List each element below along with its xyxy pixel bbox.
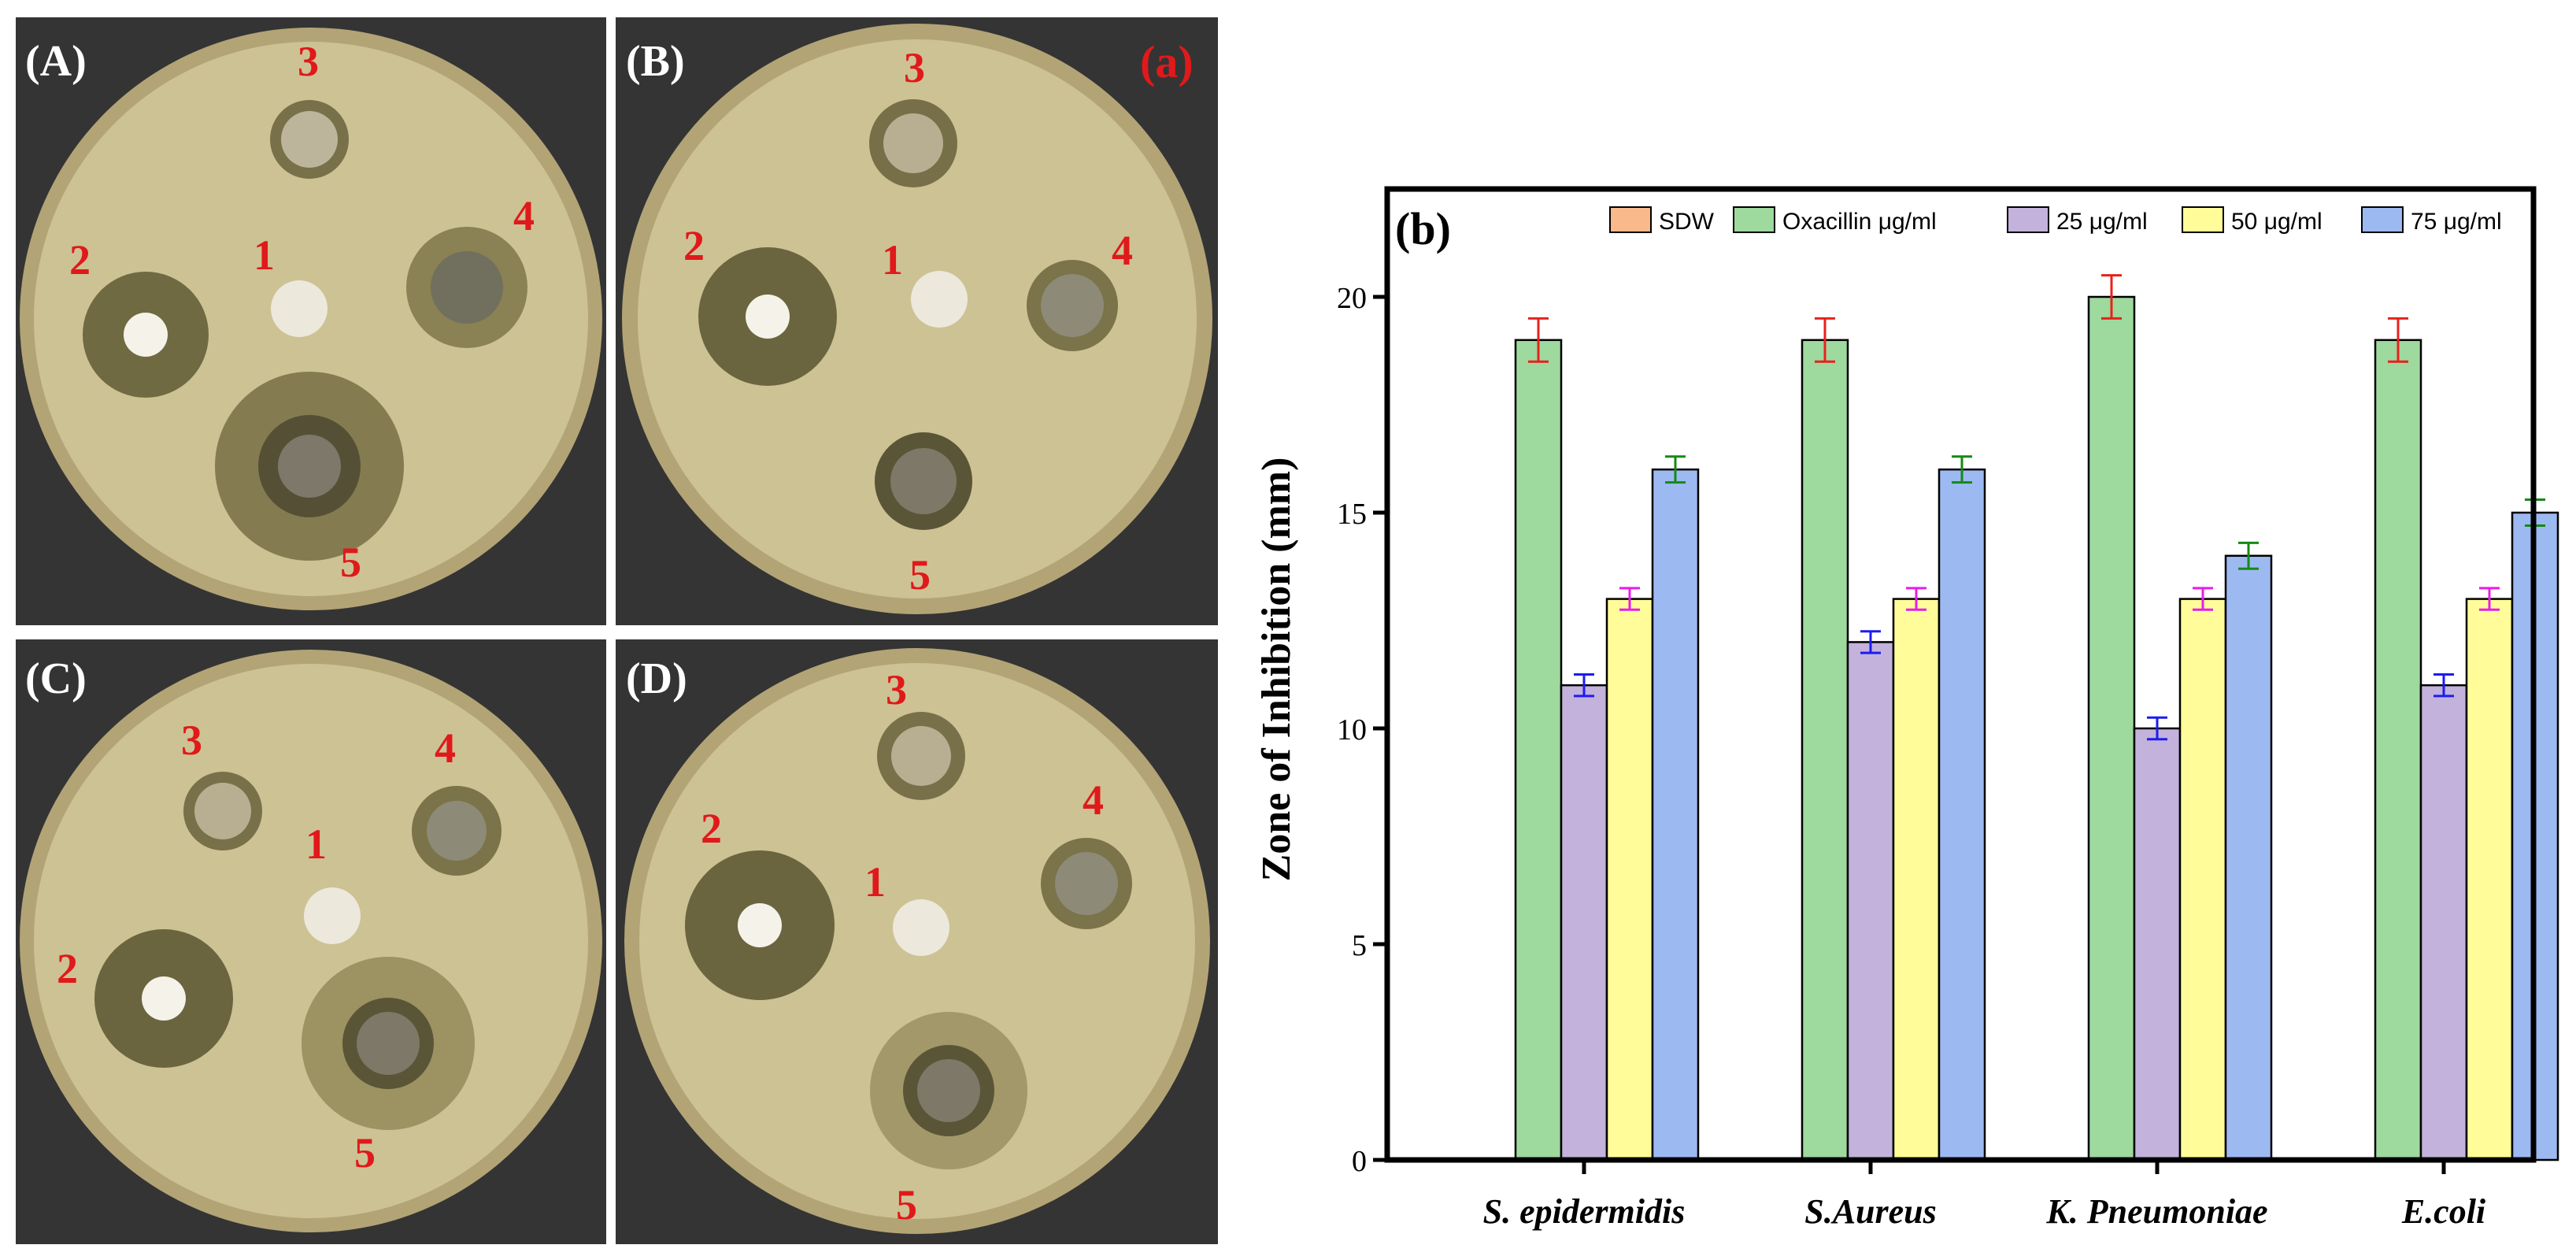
bar-layer [1514,274,2559,1162]
bar [1651,468,1700,1162]
legend-label: 25 μg/ml [2056,209,2148,235]
plate-label: (D) [626,654,687,703]
inhibition-bar-chart: 0 5 10 15 20 S. epidermidis S.Aureus K. Pneumon… [1254,186,2559,1231]
legend-label: SDW [1659,209,1715,235]
plate-label: (C) [25,654,87,703]
bar [2087,295,2136,1162]
y-tick-label: 0 [1352,1145,1367,1178]
plot-frame [1384,186,2537,1163]
bar [2178,598,2227,1162]
y-axis-label: Zone of Inhibition (mm) [1254,458,1299,882]
bar [1605,598,1654,1162]
paper-disc [278,435,341,498]
legend-label: 50 μg/ml [2231,209,2322,235]
disc-label-1: 1 [305,821,327,868]
paper-disc [893,899,949,956]
disc-label-4: 4 [1112,227,1133,274]
disc-label-3: 3 [298,38,319,85]
bar [1514,339,1563,1162]
y-tick-label: 20 [1337,282,1367,315]
agar-plate-panel: (A) 1 2 3 4 5 (B) (a) 1 2 3 4 5 [16,17,1218,1244]
plate-label: (B) [626,37,685,86]
disc-label-5: 5 [896,1181,917,1228]
legend-label: 75 μg/ml [2411,209,2502,235]
disc-label-2: 2 [701,805,722,852]
x-tick-label: K. Pneumoniae [2045,1192,2267,1231]
bar [1938,468,1986,1162]
disc-label-5: 5 [909,551,931,598]
legend-swatch [2007,206,2049,233]
bar [2419,684,2468,1162]
legend-label: Oxacillin μg/ml [1782,209,1937,235]
legend: SDW Oxacillin μg/ml 25 μg/ml 50 μg/ml 75 μg/… [1609,206,2502,235]
legend-swatch [2361,206,2404,233]
paper-disc [891,726,951,786]
bar [1846,641,1895,1162]
disc-label-5: 5 [340,539,361,586]
paper-disc [194,783,251,839]
paper-disc [883,113,943,173]
y-tick-label: 15 [1337,498,1367,531]
disc-label-1: 1 [882,236,903,283]
disc-label-2: 2 [683,222,705,269]
paper-disc [281,111,338,168]
disc-label-4: 4 [1083,776,1104,824]
legend-swatch [1733,206,1775,233]
disc-label-2: 2 [57,945,78,992]
disc-label-5: 5 [354,1129,376,1176]
disc-label-4: 4 [513,192,535,239]
paper-disc [890,448,957,514]
y-tick-label: 10 [1337,713,1367,747]
plate-b: (B) (a) 1 2 3 4 5 [616,17,1218,625]
plate-d: (D) 1 2 3 4 5 [616,639,1218,1244]
bar [2374,339,2422,1162]
paper-disc [917,1059,980,1122]
paper-disc [746,295,790,339]
plate-label: (A) [25,37,87,86]
paper-disc [911,271,968,328]
paper-disc [1055,852,1118,915]
paper-disc [142,976,186,1021]
bar [2465,598,2514,1162]
paper-disc [1041,274,1104,337]
x-tick-label: S. epidermidis [1483,1192,1686,1231]
paper-disc [271,280,328,337]
paper-disc [124,313,168,357]
plate-c: (C) 1 2 3 4 5 [16,639,606,1244]
plate-a: (A) 1 2 3 4 5 [16,17,606,625]
bar [1560,684,1608,1162]
paper-disc [304,887,361,944]
paper-disc [431,251,503,324]
bar [1801,339,1849,1162]
disc-label-3: 3 [886,666,907,713]
bar [1892,598,1941,1162]
disc-label-3: 3 [904,44,925,91]
panel-label: (b) [1395,203,1451,254]
x-tick-label: E.coli [2401,1192,2486,1231]
axis-layer: 0 5 10 15 20 S. epidermidis S.Aureus K. Pneumon… [1337,186,2537,1231]
legend-swatch [2182,206,2224,233]
bar [2224,554,2273,1162]
paper-disc [357,1012,420,1075]
legend-swatch [1609,206,1652,233]
disc-label-4: 4 [435,724,456,772]
disc-label-2: 2 [69,236,91,283]
paper-disc [427,801,487,861]
y-tick-label: 5 [1352,929,1367,962]
disc-label-3: 3 [181,717,202,764]
x-tick-label: S.Aureus [1804,1192,1937,1231]
figure-label: (a) [1140,36,1194,87]
paper-disc [738,903,782,947]
disc-label-1: 1 [254,232,275,279]
bar [2133,727,2182,1162]
disc-label-1: 1 [864,858,886,906]
